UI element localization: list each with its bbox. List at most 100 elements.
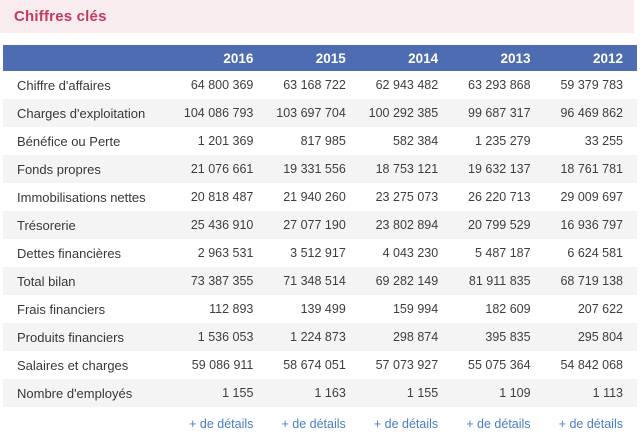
value-cell: 4 043 230 [359, 239, 453, 267]
details-link[interactable]: + de détails [281, 416, 346, 431]
details-cell: + de détails [175, 407, 268, 440]
value-cell: 5 487 187 [452, 239, 545, 267]
value-cell: 71 348 514 [267, 267, 360, 295]
value-cell: 99 687 317 [452, 99, 545, 127]
table-row: Produits financiers 1 536 053 1 224 873 298… [3, 323, 637, 351]
row-label: Nombre d'employés [3, 379, 175, 407]
value-cell: 395 835 [452, 323, 545, 351]
value-cell: 1 224 873 [267, 323, 360, 351]
table-row: Nombre d'employés 1 155 1 163 1 155 1 109 1 1… [3, 379, 637, 407]
value-cell: 20 799 529 [452, 211, 545, 239]
value-cell: 18 753 121 [359, 155, 453, 183]
value-cell: 295 804 [544, 323, 637, 351]
table-row: Fonds propres 21 076 661 19 331 556 18 753 … [3, 155, 637, 183]
row-label: Produits financiers [3, 323, 175, 351]
row-label: Total bilan [3, 267, 175, 295]
value-cell: 103 697 704 [267, 99, 360, 127]
table-row: Chiffre d'affaires 64 800 369 63 168 722 62… [3, 71, 637, 99]
page-title: Chiffres clés [14, 8, 107, 25]
section-title-bar: Chiffres clés [0, 0, 634, 33]
value-cell: 298 874 [359, 323, 453, 351]
row-label: Charges d'exploitation [3, 99, 175, 127]
value-cell: 3 512 917 [267, 239, 360, 267]
table-row: Salaires et charges 59 086 911 58 674 051 5… [3, 351, 637, 379]
value-cell: 27 077 190 [267, 211, 360, 239]
table-header-row: 2016 2015 2014 2013 2012 [3, 45, 637, 71]
value-cell: 96 469 862 [544, 99, 637, 127]
value-cell: 159 994 [359, 295, 453, 323]
value-cell: 1 536 053 [175, 323, 268, 351]
value-cell: 81 911 835 [452, 267, 545, 295]
value-cell: 55 075 364 [452, 351, 545, 379]
value-cell: 57 073 927 [359, 351, 453, 379]
value-cell: 112 893 [175, 295, 268, 323]
value-cell: 23 802 894 [359, 211, 453, 239]
value-cell: 68 719 138 [544, 267, 637, 295]
table-row: Bénéfice ou Perte 1 201 369 817 985 582 384… [3, 127, 637, 155]
year-column-header: 2016 [175, 45, 268, 71]
value-cell: 1 235 279 [452, 127, 545, 155]
table-row: Immobilisations nettes 20 818 487 21 940 2… [3, 183, 637, 211]
row-label: Trésorerie [3, 211, 175, 239]
details-empty-cell [3, 407, 175, 440]
value-cell: 16 936 797 [544, 211, 637, 239]
row-label: Dettes financières [3, 239, 175, 267]
value-cell: 21 940 260 [267, 183, 360, 211]
value-cell: 63 168 722 [267, 71, 360, 99]
value-cell: 1 201 369 [175, 127, 268, 155]
details-row: + de détails + de détails + de détails + de… [3, 407, 637, 440]
value-cell: 19 331 556 [267, 155, 360, 183]
value-cell: 817 985 [267, 127, 360, 155]
value-cell: 23 275 073 [359, 183, 453, 211]
value-cell: 207 622 [544, 295, 637, 323]
details-cell: + de détails [359, 407, 453, 440]
value-cell: 20 818 487 [175, 183, 268, 211]
value-cell: 26 220 713 [452, 183, 545, 211]
details-link[interactable]: + de détails [466, 416, 531, 431]
value-cell: 63 293 868 [452, 71, 545, 99]
value-cell: 1 155 [175, 379, 268, 407]
value-cell: 69 282 149 [359, 267, 453, 295]
value-cell: 64 800 369 [175, 71, 268, 99]
table-row: Charges d'exploitation 104 086 793 103 697… [3, 99, 637, 127]
value-cell: 1 155 [359, 379, 453, 407]
value-cell: 18 761 781 [544, 155, 637, 183]
value-cell: 25 436 910 [175, 211, 268, 239]
table-row: Dettes financières 2 963 531 3 512 917 4 04… [3, 239, 637, 267]
value-cell: 29 009 697 [544, 183, 637, 211]
value-cell: 73 387 355 [175, 267, 268, 295]
value-cell: 2 963 531 [175, 239, 268, 267]
year-column-header: 2014 [359, 45, 453, 71]
details-link[interactable]: + de détails [189, 416, 254, 431]
value-cell: 21 076 661 [175, 155, 268, 183]
details-link[interactable]: + de détails [558, 416, 623, 431]
year-column-header: 2012 [544, 45, 637, 71]
value-cell: 139 499 [267, 295, 360, 323]
details-link[interactable]: + de détails [373, 416, 439, 431]
year-column-header: 2013 [452, 45, 545, 71]
row-label: Fonds propres [3, 155, 175, 183]
value-cell: 59 086 911 [175, 351, 268, 379]
value-cell: 1 163 [267, 379, 360, 407]
value-cell: 100 292 385 [359, 99, 453, 127]
row-label: Chiffre d'affaires [3, 71, 175, 99]
table-row: Trésorerie 25 436 910 27 077 190 23 802 894… [3, 211, 637, 239]
value-cell: 33 255 [544, 127, 637, 155]
table-row: Total bilan 73 387 355 71 348 514 69 282 14… [3, 267, 637, 295]
value-cell: 19 632 137 [452, 155, 545, 183]
value-cell: 1 109 [452, 379, 545, 407]
value-cell: 104 086 793 [175, 99, 268, 127]
details-cell: + de détails [544, 407, 637, 440]
value-cell: 54 842 068 [544, 351, 637, 379]
value-cell: 6 624 581 [544, 239, 637, 267]
row-label: Bénéfice ou Perte [3, 127, 175, 155]
row-label: Frais financiers [3, 295, 175, 323]
value-cell: 182 609 [452, 295, 545, 323]
value-cell: 58 674 051 [267, 351, 360, 379]
details-cell: + de détails [452, 407, 545, 440]
value-cell: 59 379 783 [544, 71, 637, 99]
row-label: Salaires et charges [3, 351, 175, 379]
header-empty-cell [3, 45, 175, 71]
row-label: Immobilisations nettes [3, 183, 175, 211]
